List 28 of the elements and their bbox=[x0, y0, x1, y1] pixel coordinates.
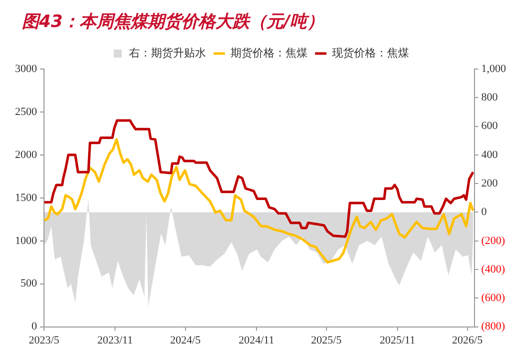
y2-tick-label: (200) bbox=[481, 234, 506, 247]
y-tick-label: 3000 bbox=[15, 62, 38, 75]
x-tick-label: 2026/5 bbox=[452, 334, 484, 346]
y2-tick-label: 600 bbox=[481, 120, 498, 132]
y2-tick-label: (400) bbox=[481, 263, 506, 276]
chart-title: 图43：本周焦煤期货价格大跌（元/吨） bbox=[8, 8, 513, 40]
y2-tick-label: 800 bbox=[481, 92, 498, 104]
y2-tick-label: 200 bbox=[481, 177, 498, 190]
legend-label: 期货价格：焦煤 bbox=[230, 46, 308, 60]
x-tick-label: 2024/11 bbox=[238, 334, 274, 346]
y2-tick-label: (600) bbox=[481, 292, 506, 304]
y-tick-label: 2000 bbox=[15, 148, 38, 161]
x-tick-label: 2023/11 bbox=[97, 334, 133, 346]
x-tick-label: 2025/11 bbox=[380, 334, 416, 346]
y-tick-label: 500 bbox=[20, 278, 38, 290]
x-tick-label: 2025/5 bbox=[311, 334, 342, 346]
y2-tick-label: (800) bbox=[481, 320, 506, 333]
x-tick-label: 2023/5 bbox=[28, 334, 60, 346]
y-tick-label: 0 bbox=[32, 320, 38, 333]
y2-tick-label: 400 bbox=[481, 148, 498, 161]
x-tick-label: 2024/5 bbox=[170, 334, 202, 346]
y2-tick-label: 0 bbox=[481, 206, 488, 218]
y-tick-label: 1000 bbox=[15, 234, 38, 247]
legend-label: 右：期货升贴水 bbox=[128, 46, 206, 60]
legend-label: 现货价格：焦煤 bbox=[332, 46, 409, 60]
y-tick-label: 1500 bbox=[15, 192, 38, 204]
y2-tick-label: 1,000 bbox=[481, 62, 506, 75]
y-tick-label: 2500 bbox=[15, 106, 38, 118]
